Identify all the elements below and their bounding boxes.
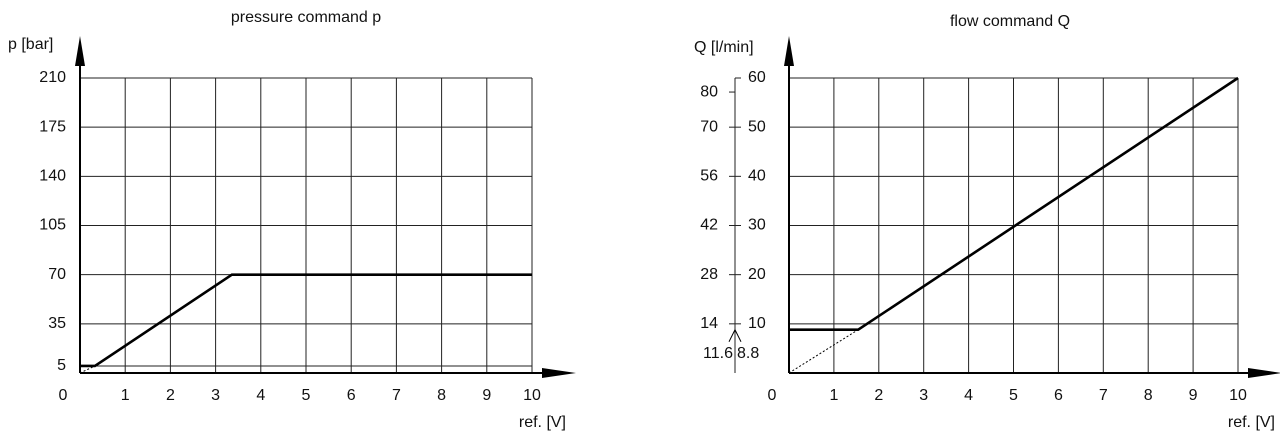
x-tick-label: 9 (1189, 387, 1198, 404)
y-tick-label: 5 (57, 357, 66, 374)
x-tick-label: 3 (919, 387, 928, 404)
x-axis-arrow (1248, 368, 1280, 378)
x-tick-label: 2 (166, 387, 175, 404)
y2-tick-label: 80 (700, 83, 718, 100)
y-axis-label: Q [l/min] (694, 39, 754, 56)
y2-tick-label: 42 (700, 217, 718, 234)
x-tick-label: 5 (302, 387, 311, 404)
x-tick-label: 3 (211, 387, 220, 404)
y-axis-arrow (75, 36, 85, 66)
y-tick-label: 40 (748, 168, 766, 185)
y-tick-label: 175 (39, 118, 66, 135)
y-axis-label: p [bar] (8, 36, 53, 53)
guide-line (79, 365, 96, 374)
y-tick-label: 35 (48, 315, 66, 332)
level-pointer (728, 328, 742, 342)
x-tick-label: 10 (523, 387, 541, 404)
x-tick-label: 2 (874, 387, 883, 404)
x-tick-label: 10 (1229, 387, 1247, 404)
level-label-y2: 11.6 (703, 345, 733, 362)
guide-line (788, 329, 859, 374)
x-tick-label: 6 (347, 387, 356, 404)
x-tick-label: 1 (121, 387, 130, 404)
y-tick-label: 30 (748, 217, 766, 234)
x-tick-label: 7 (392, 387, 401, 404)
x-tick-label: 0 (59, 387, 68, 404)
y-tick-label: 50 (748, 118, 766, 135)
y-tick-label: 105 (39, 217, 66, 234)
x-tick-label: 4 (964, 387, 973, 404)
x-tick-label: 1 (829, 387, 838, 404)
x-tick-label: 8 (437, 387, 446, 404)
x-axis-label: ref. [V] (1228, 414, 1275, 431)
y-tick-label: 140 (39, 168, 66, 185)
y-axis-arrow (784, 36, 794, 66)
x-tick-label: 0 (768, 387, 777, 404)
data-line (789, 76, 1239, 332)
x-tick-label: 4 (256, 387, 265, 404)
y-tick-label: 20 (748, 266, 766, 283)
y-tick-label: 60 (748, 69, 766, 86)
chart-title: pressure command p (231, 9, 381, 26)
y2-tick-label: 28 (700, 266, 718, 283)
x-tick-label: 5 (1009, 387, 1018, 404)
x-tick-label: 6 (1054, 387, 1063, 404)
y2-tick-label: 70 (700, 118, 718, 135)
data-line (80, 273, 532, 368)
x-axis-arrow (542, 368, 576, 378)
level-label: 8.8 (737, 345, 759, 362)
y2-tick-label: 56 (700, 168, 718, 185)
x-axis-label: ref. [V] (519, 414, 566, 431)
x-tick-label: 9 (482, 387, 491, 404)
chart-title: flow command Q (950, 13, 1070, 30)
x-tick-label: 8 (1144, 387, 1153, 404)
y-tick-label: 210 (39, 69, 66, 86)
y-tick-label: 10 (748, 315, 766, 332)
y-tick-label: 70 (48, 266, 66, 283)
y2-tick-label: 14 (700, 315, 718, 332)
x-tick-label: 7 (1099, 387, 1108, 404)
